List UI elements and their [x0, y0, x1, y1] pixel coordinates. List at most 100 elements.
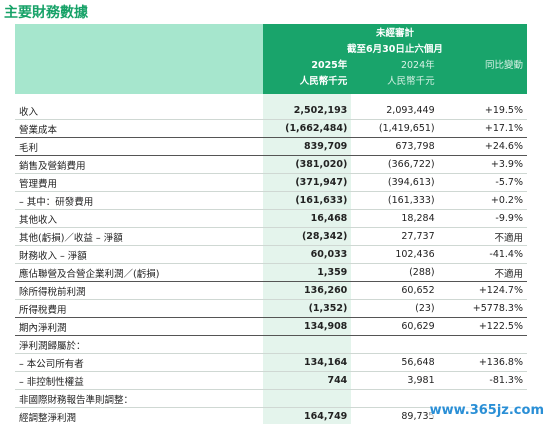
table-row: 應佔聯營及合營企業利潤／(虧損) 1,359 (288) 不適用 — [15, 263, 527, 282]
value-2025: 2,502,193 — [262, 102, 352, 120]
value-2024: (288) — [351, 263, 439, 282]
value-2024 — [351, 335, 439, 354]
value-2025: (1,662,484) — [262, 119, 352, 138]
row-label: 其他收入 — [15, 209, 263, 228]
row-label: 銷售及營銷費用 — [15, 155, 263, 174]
table-row: 營業成本 (1,662,484) (1,419,651) +17.1% — [15, 119, 527, 138]
change: +5778.3% — [438, 299, 527, 318]
value-2024 — [351, 389, 439, 408]
change: +19.5% — [438, 102, 527, 120]
row-label: 毛利 — [15, 137, 263, 156]
head-empty — [438, 72, 527, 88]
value-2025: 136,260 — [262, 281, 352, 300]
value-2025 — [262, 389, 352, 408]
value-2024: 60,629 — [351, 317, 439, 336]
table-row: – 本公司所有者 134,164 56,648 +136.8% — [15, 353, 527, 372]
row-label: 管理費用 — [15, 173, 263, 192]
change-label: 同比變動 — [438, 56, 527, 72]
change: +122.5% — [438, 317, 527, 336]
value-2025: 744 — [262, 371, 352, 390]
change: 不適用 — [438, 227, 527, 246]
value-2024: (366,722) — [351, 155, 439, 174]
head-label-cell — [15, 24, 263, 94]
value-2025: 164,749 — [262, 407, 352, 424]
table-row: – 非控制性權益 744 3,981 -81.3% — [15, 371, 527, 390]
value-2024: (23) — [351, 299, 439, 318]
value-2025: (371,947) — [262, 173, 352, 192]
row-label: 期內淨利潤 — [15, 317, 263, 336]
table-row: 經調整淨利潤 164,749 89,735 — [15, 407, 527, 424]
value-2024: 102,436 — [351, 245, 439, 264]
change: +124.7% — [438, 281, 527, 300]
row-label: 應佔聯營及合營企業利潤／(虧損) — [15, 263, 263, 282]
table-body: 收入 2,502,193 2,093,449 +19.5% 營業成本 (1,662,484… — [15, 94, 527, 424]
row-label: 營業成本 — [15, 119, 263, 138]
change: +0.2% — [438, 191, 527, 210]
change: 不適用 — [438, 263, 527, 282]
value-2025: 1,359 — [262, 263, 352, 282]
row-label: 除所得稅前利潤 — [15, 281, 263, 300]
table-row: 收入 2,502,193 2,093,449 +19.5% — [15, 102, 527, 120]
unit-prior: 人民幣千元 — [351, 72, 439, 88]
title: 主要財務數據 — [4, 5, 88, 21]
value-2025: 16,468 — [262, 209, 352, 228]
watermark: www.365jz.com — [429, 403, 544, 418]
row-label: 財務收入 – 淨額 — [15, 245, 263, 264]
value-2024: 89,735 — [351, 407, 439, 424]
value-2024: 60,652 — [351, 281, 439, 300]
value-2024: (161,333) — [351, 191, 439, 210]
unit-current: 人民幣千元 — [262, 72, 352, 88]
year-prior: 2024年 — [351, 56, 439, 72]
audit-label: 未經審計 — [262, 24, 527, 40]
value-2024: 18,284 — [351, 209, 439, 228]
row-label: – 其中：研發費用 — [15, 191, 263, 210]
value-2024: 3,981 — [351, 371, 439, 390]
value-2024: 56,648 — [351, 353, 439, 372]
table-row: 所得稅費用 (1,352) (23) +5778.3% — [15, 299, 527, 318]
value-2025 — [262, 335, 352, 354]
row-label: – 本公司所有者 — [15, 353, 263, 372]
table-row: 除所得稅前利潤 136,260 60,652 +124.7% — [15, 281, 527, 300]
head-row: 人民幣千元 人民幣千元 — [15, 72, 527, 88]
value-2024: (1,419,651) — [351, 119, 439, 138]
change: -9.9% — [438, 209, 527, 228]
head-spacer — [262, 88, 527, 94]
table-row: – 其中：研發費用 (161,633) (161,333) +0.2% — [15, 191, 527, 210]
value-2024: 2,093,449 — [351, 102, 439, 120]
gap-row — [15, 94, 527, 102]
head-row: 2025年 2024年 同比變動 — [15, 56, 527, 72]
change: +136.8% — [438, 353, 527, 372]
value-2024: 673,798 — [351, 137, 439, 156]
head-row: 未經審計 — [15, 24, 527, 94]
table-row: 淨利潤歸屬於： — [15, 335, 527, 354]
value-2025: 134,164 — [262, 353, 352, 372]
table-head: 未經審計 截至6月30日止六個月 2025年 2024年 同比變動 人民幣千元 … — [15, 24, 527, 94]
period-label: 截至6月30日止六個月 — [262, 40, 527, 56]
change: -5.7% — [438, 173, 527, 192]
change: -81.3% — [438, 371, 527, 390]
change: +17.1% — [438, 119, 527, 138]
table-row: 其他(虧損)／收益 – 淨額 (28,342) 27,737 不適用 — [15, 227, 527, 246]
table-row: 其他收入 16,468 18,284 -9.9% — [15, 209, 527, 228]
value-2024: (394,613) — [351, 173, 439, 192]
table-row: 管理費用 (371,947) (394,613) -5.7% — [15, 173, 527, 192]
change: +24.6% — [438, 137, 527, 156]
row-label: – 非控制性權益 — [15, 371, 263, 390]
row-label: 收入 — [15, 102, 263, 120]
value-2025: (381,020) — [262, 155, 352, 174]
row-label: 非國際財務報告準則調整： — [15, 389, 263, 408]
row-label: 經調整淨利潤 — [15, 407, 263, 424]
head-row — [15, 88, 527, 94]
value-2024: 27,737 — [351, 227, 439, 246]
row-label: 其他(虧損)／收益 – 淨額 — [15, 227, 263, 246]
value-2025: 134,908 — [262, 317, 352, 336]
table-row: 毛利 839,709 673,798 +24.6% — [15, 137, 527, 156]
row-label: 所得稅費用 — [15, 299, 263, 318]
table-row: 財務收入 – 淨額 60,033 102,436 -41.4% — [15, 245, 527, 264]
change: -41.4% — [438, 245, 527, 264]
value-2025: (28,342) — [262, 227, 352, 246]
table-row: 非國際財務報告準則調整： — [15, 389, 527, 408]
head-row: 截至6月30日止六個月 — [15, 40, 527, 56]
year-current: 2025年 — [262, 56, 352, 72]
